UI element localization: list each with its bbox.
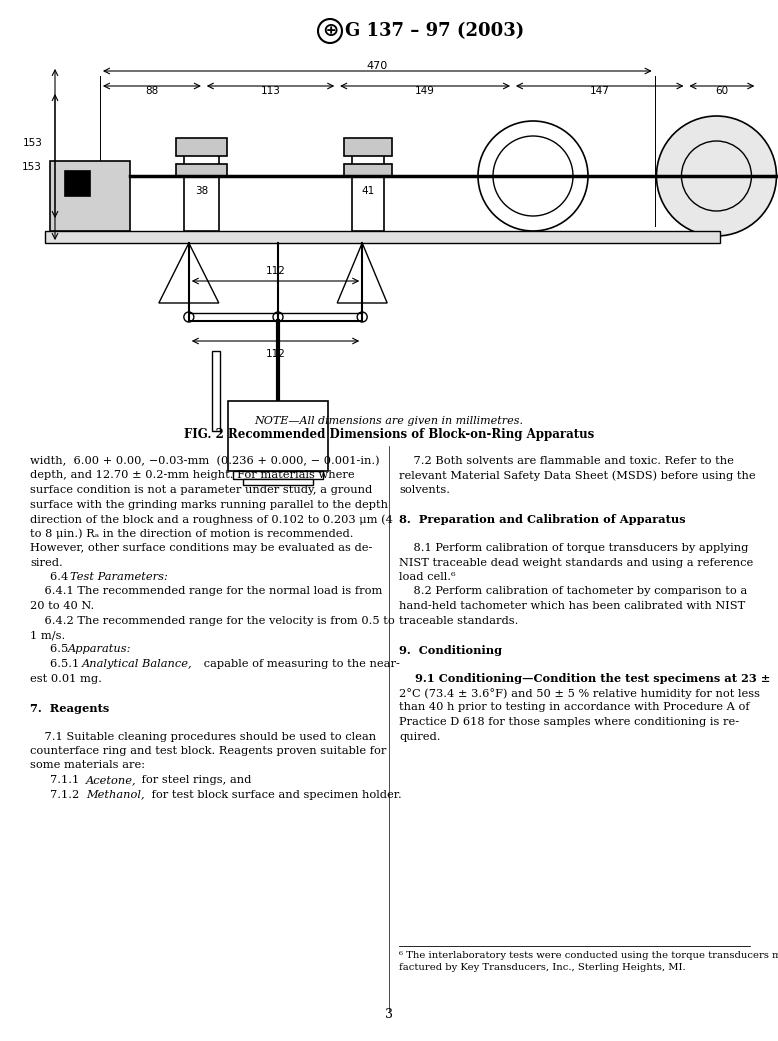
Circle shape [357, 312, 367, 322]
Text: surface with the grinding marks running parallel to the depth: surface with the grinding marks running … [30, 500, 388, 509]
Bar [45, 231, 720, 243]
Text: 470: 470 [366, 61, 388, 71]
Circle shape [184, 312, 194, 322]
Text: 7.  Reagents: 7. Reagents [30, 703, 109, 713]
Text: 112: 112 [265, 266, 286, 276]
Text: counterface ring and test block. Reagents proven suitable for: counterface ring and test block. Reagent… [30, 746, 387, 756]
Bar [50, 161, 130, 231]
Text: 9.  Conditioning: 9. Conditioning [399, 644, 502, 656]
Text: 8.  Preparation and Calibration of Apparatus: 8. Preparation and Calibration of Appara… [399, 514, 685, 525]
Bar [344, 164, 392, 176]
Text: 7.1.2: 7.1.2 [50, 789, 83, 799]
Text: 147: 147 [590, 86, 610, 96]
Text: 9.1 Conditioning—Condition the test specimens at 23 ±: 9.1 Conditioning—Condition the test spec… [399, 674, 770, 685]
Bar [65, 171, 90, 196]
Text: 153: 153 [22, 162, 42, 172]
Text: 113: 113 [261, 86, 280, 96]
Text: surface condition is not a parameter under study, a ground: surface condition is not a parameter und… [30, 485, 372, 496]
Text: load cell.⁶: load cell.⁶ [399, 572, 456, 582]
Text: Analytical Balance,: Analytical Balance, [82, 659, 193, 669]
Text: than 40 h prior to testing in accordance with Procedure A of: than 40 h prior to testing in accordance… [399, 703, 750, 712]
Circle shape [273, 312, 283, 322]
Text: 7.1 Suitable cleaning procedures should be used to clean: 7.1 Suitable cleaning procedures should … [30, 732, 376, 741]
Text: Acetone,: Acetone, [86, 775, 137, 785]
Circle shape [657, 116, 776, 236]
Text: 2°C (73.4 ± 3.6°F) and 50 ± 5 % relative humidity for not less: 2°C (73.4 ± 3.6°F) and 50 ± 5 % relative… [399, 688, 760, 699]
Text: sired.: sired. [30, 558, 63, 567]
Text: hand-held tachometer which has been calibrated with NIST: hand-held tachometer which has been cali… [399, 601, 745, 611]
Text: Methanol,: Methanol, [86, 789, 145, 799]
Text: 153: 153 [23, 138, 43, 149]
Text: relevant Material Safety Data Sheet (MSDS) before using the: relevant Material Safety Data Sheet (MSD… [399, 471, 755, 481]
Text: 6.5: 6.5 [50, 644, 72, 655]
Text: 7.1.1: 7.1.1 [50, 775, 83, 785]
Text: 6.4.2 The recommended range for the velocity is from 0.5 to: 6.4.2 The recommended range for the velo… [30, 615, 394, 626]
Bar [233, 471, 323, 479]
Text: to 8 μin.) Rₐ in the direction of motion is recommended.: to 8 μin.) Rₐ in the direction of motion… [30, 529, 353, 539]
Text: for steel rings, and: for steel rings, and [138, 775, 251, 785]
Text: quired.: quired. [399, 732, 440, 741]
Text: traceable standards.: traceable standards. [399, 615, 518, 626]
Text: 6.4.1 The recommended range for the normal load is from: 6.4.1 The recommended range for the norm… [30, 586, 382, 596]
Text: some materials are:: some materials are: [30, 761, 145, 770]
Text: Apparatus:: Apparatus: [68, 644, 131, 655]
Text: 8.2 Perform calibration of tachometer by comparison to a: 8.2 Perform calibration of tachometer by… [399, 586, 747, 596]
Bar [352, 151, 384, 231]
Bar [184, 151, 219, 231]
Text: 112: 112 [265, 349, 286, 359]
Text: 8.1 Perform calibration of torque transducers by applying: 8.1 Perform calibration of torque transd… [399, 543, 748, 553]
Text: ⁶ The interlaboratory tests were conducted using the torque transducers manu-
fa: ⁶ The interlaboratory tests were conduct… [399, 951, 778, 972]
Bar [243, 479, 313, 485]
Text: 20 to 40 N.: 20 to 40 N. [30, 601, 94, 611]
Text: Test Parameters:: Test Parameters: [70, 572, 168, 582]
Text: However, other surface conditions may be evaluated as de-: However, other surface conditions may be… [30, 543, 373, 553]
Bar [344, 138, 392, 156]
Text: 41: 41 [362, 186, 375, 196]
Text: FIG. 2 Recommended Dimensions of Block-on-Ring Apparatus: FIG. 2 Recommended Dimensions of Block-o… [184, 428, 594, 441]
Text: solvents.: solvents. [399, 485, 450, 496]
Bar [176, 138, 227, 156]
Polygon shape [337, 243, 387, 303]
Text: G 137 – 97 (2003): G 137 – 97 (2003) [345, 22, 524, 40]
Text: direction of the block and a roughness of 0.102 to 0.203 μm (4: direction of the block and a roughness o… [30, 514, 393, 525]
Text: capable of measuring to the near-: capable of measuring to the near- [200, 659, 400, 669]
Text: 38: 38 [194, 186, 208, 196]
Text: 149: 149 [415, 86, 435, 96]
Text: NOTE—All dimensions are given in millimetres.: NOTE—All dimensions are given in millime… [254, 416, 524, 426]
Text: 6.4: 6.4 [50, 572, 72, 582]
Text: 3: 3 [385, 1008, 393, 1021]
Text: est 0.01 mg.: est 0.01 mg. [30, 674, 102, 684]
Text: for test block surface and specimen holder.: for test block surface and specimen hold… [148, 789, 401, 799]
Text: 60: 60 [715, 86, 728, 96]
Text: ⊕: ⊕ [322, 22, 338, 41]
Bar [228, 401, 328, 471]
Text: Practice D 618 for those samples where conditioning is re-: Practice D 618 for those samples where c… [399, 717, 739, 727]
Text: 1 m/s.: 1 m/s. [30, 630, 65, 640]
Text: 88: 88 [145, 86, 159, 96]
Polygon shape [159, 243, 219, 303]
Text: width,  6.00 + 0.00, −0.03-mm  (0.236 + 0.000, − 0.001-in.): width, 6.00 + 0.00, −0.03-mm (0.236 + 0.… [30, 456, 380, 466]
Text: 6.5.1: 6.5.1 [50, 659, 83, 669]
Bar [212, 351, 220, 431]
Text: NIST traceable dead weight standards and using a reference: NIST traceable dead weight standards and… [399, 558, 753, 567]
Text: 7.2 Both solvents are flammable and toxic. Refer to the: 7.2 Both solvents are flammable and toxi… [399, 456, 734, 466]
Text: depth, and 12.70 ± 0.2-mm height. For materials where: depth, and 12.70 ± 0.2-mm height. For ma… [30, 471, 355, 481]
Bar [176, 164, 227, 176]
